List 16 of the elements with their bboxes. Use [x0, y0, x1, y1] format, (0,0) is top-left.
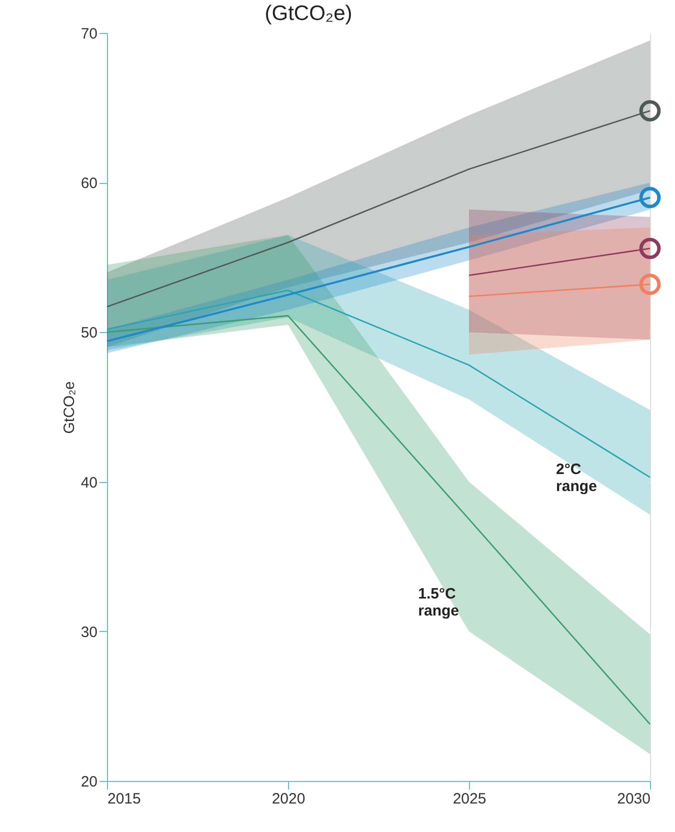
y-tick-label: 40 — [80, 474, 98, 492]
y-tick-label: 50 — [80, 324, 98, 342]
annotation: 2°C range — [556, 461, 597, 496]
x-tick-label: 2015 — [108, 790, 141, 808]
chart-title: (GtCO₂e) — [264, 2, 352, 25]
y-tick-label: 30 — [80, 624, 98, 641]
y-tick-label: 70 — [80, 26, 98, 42]
annotation: 1.5°C range — [418, 585, 459, 620]
x-tick-label: 2030 — [617, 790, 650, 808]
y-tick-label: 20 — [80, 774, 98, 790]
y-axis-title: GtCO₂e — [60, 381, 78, 434]
line-series — [106, 290, 651, 478]
y-tick-label: 60 — [80, 175, 98, 192]
x-tick-label: 2025 — [452, 790, 486, 808]
x-tick-label: 2020 — [272, 790, 306, 808]
line-series — [106, 315, 651, 725]
